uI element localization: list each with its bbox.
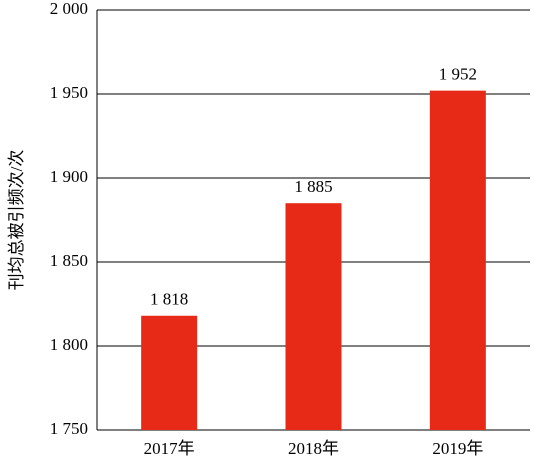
y-tick-label: 1 950 bbox=[50, 83, 88, 102]
bar bbox=[141, 315, 198, 430]
bar bbox=[429, 90, 486, 430]
y-axis-title: 刊均总被引频次/次 bbox=[7, 150, 26, 291]
value-label: 1 952 bbox=[439, 65, 477, 84]
y-tick-label: 1 850 bbox=[50, 251, 88, 270]
y-tick-label: 1 900 bbox=[50, 167, 88, 186]
x-tick-label: 2017年 bbox=[144, 439, 195, 458]
y-tick-label: 1 800 bbox=[50, 335, 88, 354]
y-tick-label: 2 000 bbox=[50, 0, 88, 18]
y-tick-label: 1 750 bbox=[50, 419, 88, 438]
x-tick-label: 2019年 bbox=[432, 439, 483, 458]
x-tick-label: 2018年 bbox=[288, 439, 339, 458]
bar bbox=[285, 203, 342, 430]
value-label: 1 885 bbox=[294, 177, 332, 196]
value-label: 1 818 bbox=[150, 290, 188, 309]
